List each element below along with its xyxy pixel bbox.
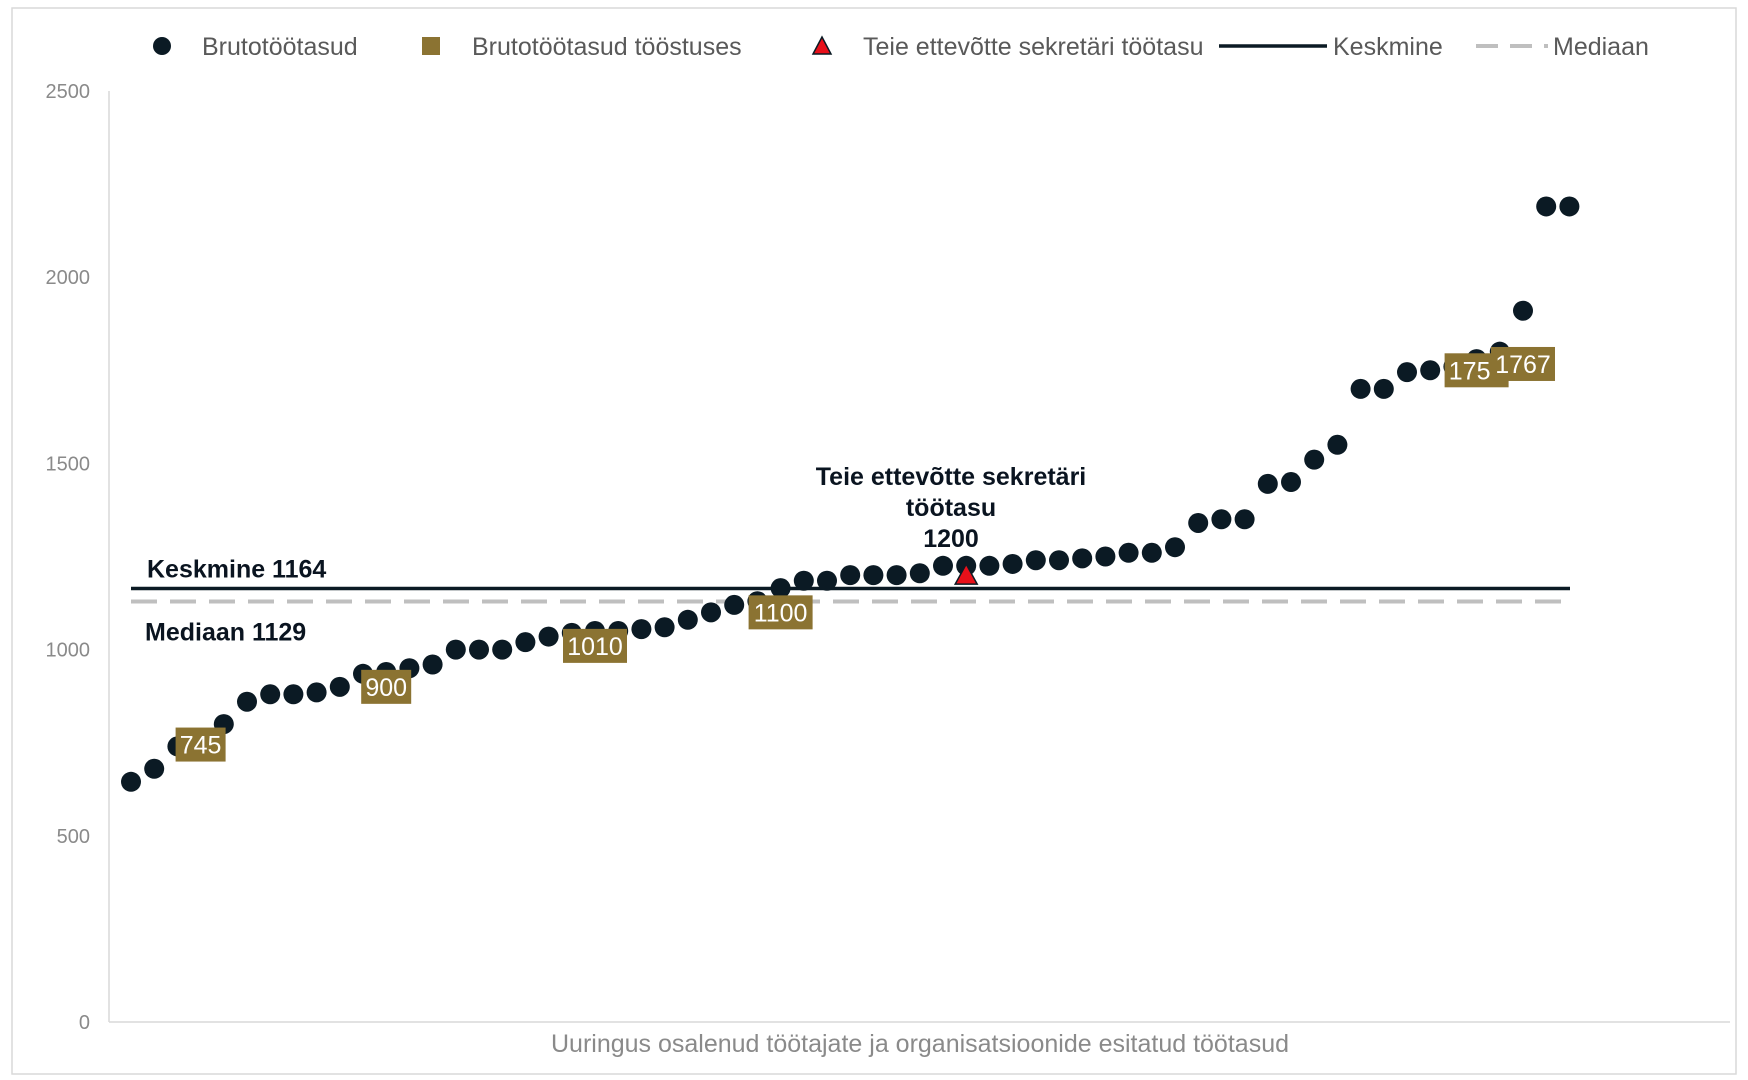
mean-label: Keskmine 1164 bbox=[147, 556, 326, 584]
data-point bbox=[1095, 546, 1116, 567]
industry-data-label: 900 bbox=[365, 674, 407, 702]
industry-point: 745 bbox=[175, 727, 226, 762]
legend-circle-icon bbox=[153, 37, 171, 55]
data-point bbox=[144, 758, 165, 779]
data-point bbox=[1304, 449, 1325, 470]
company-salary-label: 1200 bbox=[923, 525, 979, 553]
data-point bbox=[1513, 300, 1533, 321]
industry-point: 1767 bbox=[1491, 346, 1555, 381]
industry-marker bbox=[563, 628, 627, 663]
legend-label: Brutotöötasud tööstuses bbox=[472, 33, 742, 61]
data-point bbox=[909, 563, 930, 584]
axes: 0 500 1000 1500 2000 2500 Uuringus osalenud tö… bbox=[46, 81, 1730, 1058]
data-point bbox=[1188, 512, 1209, 533]
data-point bbox=[1350, 378, 1371, 399]
data-point bbox=[979, 555, 1000, 576]
company-salary-marker bbox=[953, 562, 979, 585]
data-point bbox=[1559, 196, 1580, 217]
data-point bbox=[631, 619, 652, 640]
industry-marker bbox=[175, 727, 226, 762]
legend-label: Keskmine bbox=[1333, 33, 1443, 61]
data-point bbox=[886, 565, 907, 586]
data-point bbox=[538, 626, 559, 647]
y-tick-label: 0 bbox=[79, 1012, 90, 1034]
y-tick-label: 2000 bbox=[46, 267, 91, 289]
data-point bbox=[817, 570, 837, 591]
industry-point: 900 bbox=[361, 669, 412, 704]
chart-frame bbox=[11, 7, 1737, 1075]
y-tick-label: 2500 bbox=[46, 81, 91, 103]
data-point bbox=[492, 639, 513, 660]
data-point bbox=[1025, 550, 1046, 571]
median-label: Mediaan 1129 bbox=[145, 619, 306, 647]
legend-item: Brutotöötasud tööstuses bbox=[422, 33, 742, 61]
industry-data-label: 1767 bbox=[1495, 351, 1551, 379]
y-tick-label: 1000 bbox=[46, 640, 91, 662]
industry-marker bbox=[748, 595, 813, 630]
data-point bbox=[1397, 362, 1417, 383]
industry-data-label: 1100 bbox=[754, 599, 808, 627]
y-tick-label: 500 bbox=[57, 826, 90, 848]
data-point bbox=[237, 691, 257, 712]
data-point bbox=[1234, 509, 1255, 530]
reference-lines bbox=[131, 586, 1570, 604]
data-point bbox=[1141, 542, 1162, 563]
data-point bbox=[933, 555, 953, 576]
data-point bbox=[863, 565, 884, 586]
data-point bbox=[1118, 542, 1139, 563]
legend-item: Teie ettevõtte sekretäri töötasu bbox=[811, 33, 1203, 61]
data-point bbox=[1327, 434, 1348, 455]
data-point bbox=[1049, 550, 1069, 571]
data-point bbox=[770, 578, 791, 599]
industry-marker bbox=[361, 669, 412, 704]
legend-item: Brutotöötasud bbox=[153, 33, 358, 61]
legend-label: Teie ettevõtte sekretäri töötasu bbox=[863, 33, 1203, 61]
data-point bbox=[260, 684, 281, 705]
legend-label: Mediaan bbox=[1553, 33, 1649, 61]
data-point bbox=[1420, 360, 1441, 381]
data-point bbox=[445, 639, 466, 660]
data-point bbox=[1211, 509, 1232, 530]
legend-triangle-icon bbox=[811, 35, 833, 55]
legend-square-icon bbox=[422, 37, 440, 55]
data-point bbox=[121, 771, 141, 792]
legend-item: Keskmine bbox=[1219, 33, 1443, 61]
data-point bbox=[677, 609, 698, 630]
data-point bbox=[1072, 548, 1093, 569]
y-tick-label: 1500 bbox=[46, 453, 91, 475]
data-point bbox=[1257, 473, 1278, 494]
data-point bbox=[1373, 378, 1394, 399]
x-axis-label: Uuringus osalenud töötajate ja organisat… bbox=[551, 1030, 1289, 1058]
legend: Brutotöötasud Brutotöötasud tööstuses Teie… bbox=[153, 33, 1649, 61]
data-point bbox=[283, 684, 304, 705]
industry-data-label: 745 bbox=[180, 732, 222, 760]
data-point bbox=[654, 617, 675, 638]
industry-point: 1010 bbox=[563, 628, 627, 663]
data-point bbox=[515, 632, 536, 653]
data-point bbox=[1281, 472, 1301, 493]
data-point bbox=[724, 594, 745, 615]
industry-data-label: 1010 bbox=[567, 633, 623, 661]
data-point bbox=[1002, 553, 1023, 574]
industry-point: 1100 bbox=[748, 595, 813, 630]
data-point bbox=[469, 639, 489, 660]
data-point bbox=[422, 654, 443, 675]
legend-label: Brutotöötasud bbox=[202, 33, 358, 61]
data-point bbox=[1536, 196, 1557, 217]
company-salary-label: Teie ettevõtte sekretäri bbox=[816, 463, 1087, 491]
company-salary-label: töötasu bbox=[906, 494, 996, 522]
data-point bbox=[306, 682, 327, 703]
annotations: Keskmine 1164 Mediaan 1129 Teie ettevõtte … bbox=[145, 463, 1086, 647]
data-point bbox=[701, 602, 721, 623]
data-point bbox=[793, 570, 814, 591]
data-point bbox=[840, 565, 861, 586]
data-point bbox=[1165, 537, 1185, 558]
industry-marker bbox=[1491, 346, 1555, 381]
data-point bbox=[329, 676, 350, 697]
legend-item: Mediaan bbox=[1476, 33, 1649, 61]
